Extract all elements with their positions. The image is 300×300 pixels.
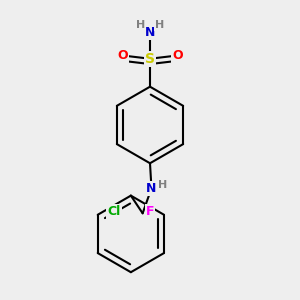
Text: H: H [136, 20, 145, 30]
Text: N: N [145, 26, 155, 39]
Text: H: H [155, 20, 164, 30]
Text: F: F [146, 205, 154, 218]
Text: O: O [172, 49, 183, 62]
Text: O: O [117, 49, 128, 62]
Text: Cl: Cl [107, 205, 121, 218]
Text: N: N [146, 182, 157, 195]
Text: S: S [145, 52, 155, 66]
Text: H: H [158, 180, 167, 190]
